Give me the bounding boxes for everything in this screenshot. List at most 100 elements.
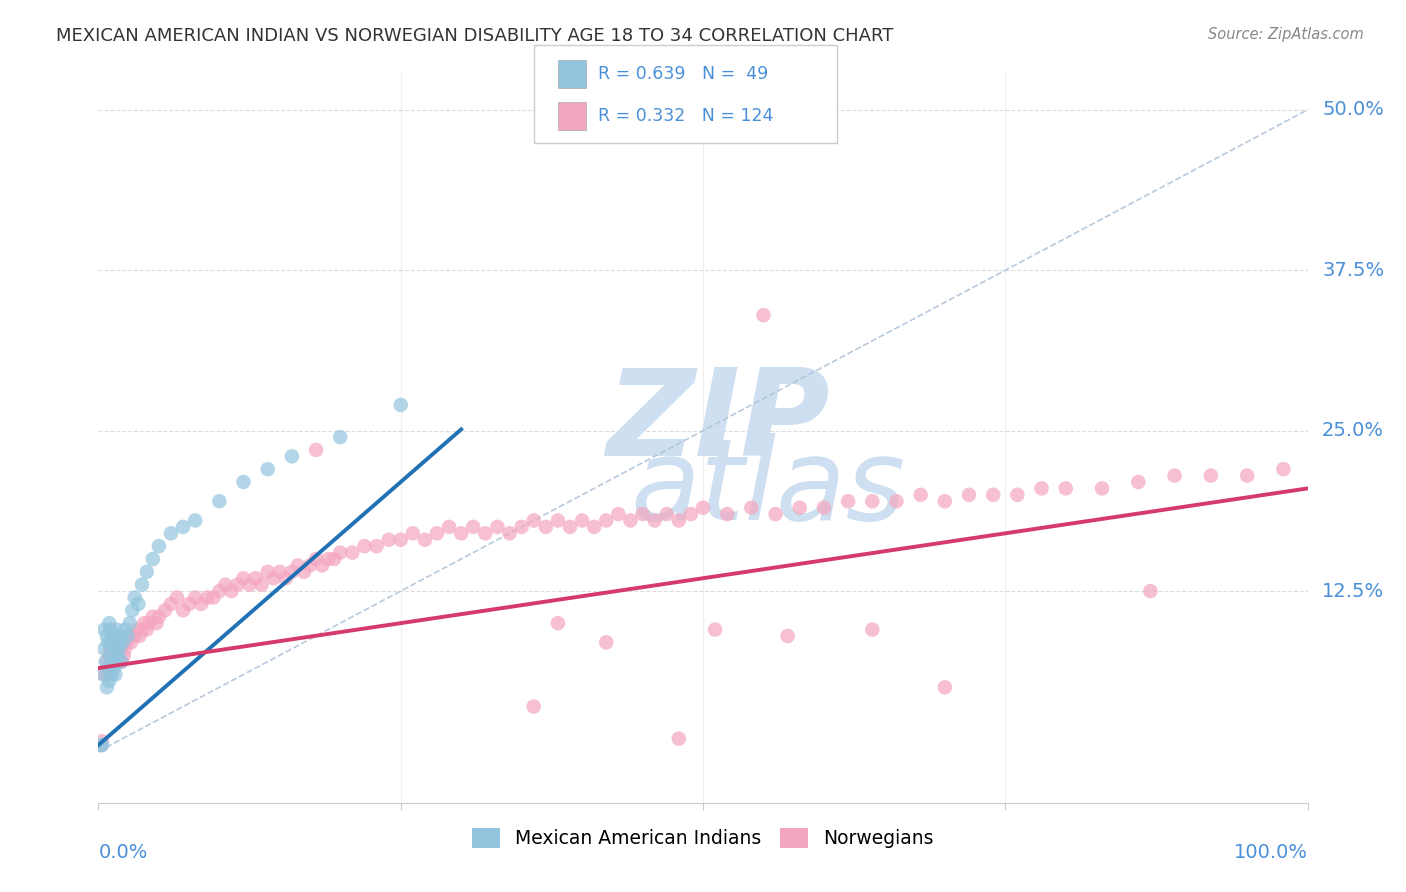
Point	[114, 623, 136, 637]
Point	[153, 603, 176, 617]
Point	[239, 577, 262, 591]
Point	[98, 673, 121, 688]
Legend: Mexican American Indians, Norwegians: Mexican American Indians, Norwegians	[464, 820, 942, 855]
Point	[107, 648, 129, 663]
Point	[668, 731, 690, 746]
Point	[190, 597, 212, 611]
Point	[619, 514, 641, 528]
Point	[389, 398, 412, 412]
Point	[98, 648, 121, 663]
Point	[329, 430, 352, 444]
Point	[437, 520, 460, 534]
Point	[98, 616, 121, 631]
Point	[256, 462, 278, 476]
Point	[179, 597, 201, 611]
Point	[740, 500, 762, 515]
Point	[523, 699, 546, 714]
Point	[311, 558, 333, 573]
Point	[547, 616, 569, 631]
Point	[558, 520, 581, 534]
Point	[135, 623, 157, 637]
Point	[97, 661, 120, 675]
Point	[148, 539, 170, 553]
Point	[93, 667, 115, 681]
Point	[97, 667, 120, 681]
Point	[523, 514, 546, 528]
Point	[142, 552, 165, 566]
Point	[208, 584, 231, 599]
Point	[108, 641, 131, 656]
Point	[112, 648, 135, 663]
Point	[498, 526, 520, 541]
Point	[274, 571, 297, 585]
Point	[1236, 468, 1258, 483]
Point	[299, 558, 322, 573]
Point	[1128, 475, 1150, 489]
Point	[135, 565, 157, 579]
Point	[104, 667, 127, 681]
Point	[389, 533, 412, 547]
Point	[127, 597, 149, 611]
Point	[957, 488, 980, 502]
Point	[195, 591, 218, 605]
Point	[121, 603, 143, 617]
Point	[172, 603, 194, 617]
Point	[96, 629, 118, 643]
Point	[402, 526, 425, 541]
Point	[281, 450, 304, 464]
Point	[107, 641, 129, 656]
Point	[510, 520, 533, 534]
Point	[547, 514, 569, 528]
Point	[704, 623, 727, 637]
Point	[366, 539, 388, 553]
Point	[631, 507, 654, 521]
Point	[148, 609, 170, 624]
Point	[413, 533, 436, 547]
Point	[101, 655, 124, 669]
Point	[118, 629, 141, 643]
Point	[208, 494, 231, 508]
Text: R = 0.332   N = 124: R = 0.332 N = 124	[598, 107, 773, 125]
Point	[221, 584, 243, 599]
Point	[105, 655, 128, 669]
Point	[287, 558, 309, 573]
Point	[108, 641, 131, 656]
Point	[655, 507, 678, 521]
Point	[105, 623, 128, 637]
Point	[668, 514, 690, 528]
Point	[110, 655, 132, 669]
Text: 50.0%: 50.0%	[1322, 101, 1384, 120]
Point	[138, 616, 160, 631]
Point	[860, 623, 883, 637]
Point	[117, 629, 139, 643]
Point	[91, 738, 114, 752]
Point	[100, 648, 122, 663]
Point	[1007, 488, 1029, 502]
Point	[105, 635, 128, 649]
Point	[329, 545, 352, 559]
Text: ZIP: ZIP	[606, 364, 830, 481]
Point	[100, 641, 122, 656]
Point	[111, 635, 134, 649]
Text: 100.0%: 100.0%	[1233, 843, 1308, 862]
Text: 12.5%: 12.5%	[1322, 582, 1385, 600]
Point	[127, 623, 149, 637]
Point	[90, 738, 112, 752]
Point	[1031, 482, 1053, 496]
Point	[96, 681, 118, 695]
Point	[1272, 462, 1295, 476]
Point	[789, 500, 811, 515]
Point	[571, 514, 593, 528]
Point	[103, 661, 125, 675]
Point	[160, 526, 183, 541]
Point	[214, 577, 236, 591]
Point	[316, 552, 339, 566]
Point	[353, 539, 375, 553]
Point	[486, 520, 509, 534]
Point	[644, 514, 666, 528]
Point	[692, 500, 714, 515]
Point	[91, 734, 114, 748]
Point	[202, 591, 225, 605]
Point	[104, 641, 127, 656]
Point	[934, 494, 956, 508]
